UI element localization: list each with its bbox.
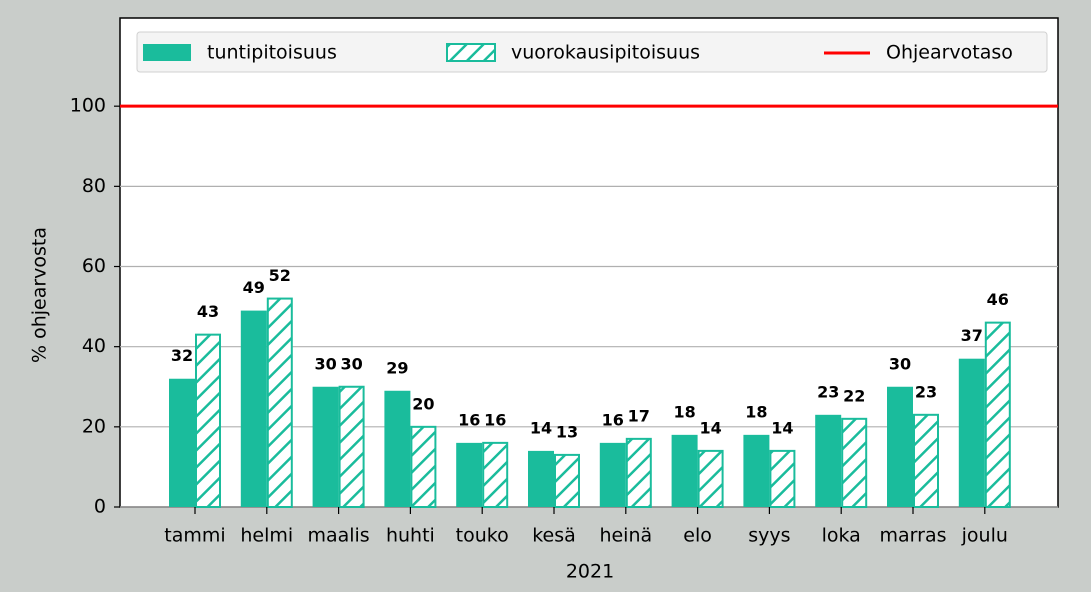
legend-box xyxy=(136,31,1048,73)
y-tick-label: 100 xyxy=(70,95,106,117)
bar xyxy=(410,425,437,508)
bar xyxy=(338,385,365,508)
x-tick-label: huhti xyxy=(386,525,435,547)
bar xyxy=(482,441,509,509)
value-label: 23 xyxy=(915,382,937,401)
bar xyxy=(697,449,724,509)
value-label: 30 xyxy=(889,354,911,373)
bar xyxy=(599,442,626,507)
bar xyxy=(913,413,939,508)
bar xyxy=(456,442,483,507)
value-label: 14 xyxy=(530,418,552,437)
y-tick-label: 20 xyxy=(82,415,106,437)
x-tick-label: touko xyxy=(456,525,509,547)
legend-label: Ohjearvotaso xyxy=(886,42,1013,64)
bar xyxy=(195,333,221,509)
bar xyxy=(528,450,554,507)
bar xyxy=(984,321,1011,508)
legend-swatch xyxy=(446,43,496,62)
bar xyxy=(743,434,770,507)
bar xyxy=(312,386,339,507)
value-label: 29 xyxy=(386,358,408,377)
y-tick-label: 80 xyxy=(82,175,106,197)
bar xyxy=(671,434,698,507)
x-tick-label: marras xyxy=(880,525,947,547)
y-tick-label: 60 xyxy=(82,255,106,277)
x-tick-label: kesä xyxy=(532,525,576,547)
y-tick-label: 40 xyxy=(82,335,106,357)
bar xyxy=(554,453,580,508)
value-label: 13 xyxy=(556,422,578,441)
x-tick-label: joulu xyxy=(961,525,1008,547)
value-label: 30 xyxy=(340,354,362,373)
x-tick-label: heinä xyxy=(599,525,652,547)
bar xyxy=(266,297,293,508)
x-axis-label: 2021 xyxy=(566,561,614,583)
y-axis-label: % ohjearvosta xyxy=(29,227,51,363)
x-tick-label: loka xyxy=(822,525,861,547)
value-label: 18 xyxy=(673,402,695,421)
value-label: 22 xyxy=(843,386,865,405)
bar xyxy=(625,437,652,508)
x-tick-label: elo xyxy=(683,525,712,547)
value-label: 14 xyxy=(699,418,721,437)
value-label: 14 xyxy=(771,418,793,437)
value-label: 17 xyxy=(628,406,650,425)
value-label: 52 xyxy=(269,266,291,285)
x-tick-label: maalis xyxy=(307,525,369,547)
value-label: 46 xyxy=(987,290,1009,309)
bar xyxy=(384,390,411,507)
legend-label: tuntipitoisuus xyxy=(207,42,337,64)
legend-label: vuorokausipitoisuus xyxy=(511,42,700,64)
x-tick-label: syys xyxy=(748,525,790,547)
value-label: 18 xyxy=(745,402,767,421)
bar xyxy=(841,417,868,508)
legend-swatch xyxy=(143,44,191,61)
value-label: 20 xyxy=(412,394,434,413)
bar xyxy=(169,378,195,507)
value-label: 30 xyxy=(314,354,336,373)
value-label: 37 xyxy=(961,326,983,345)
value-label: 32 xyxy=(171,346,193,365)
value-label: 16 xyxy=(602,410,624,429)
bar xyxy=(815,414,842,507)
y-tick-label: 0 xyxy=(94,496,106,518)
value-label: 23 xyxy=(817,382,839,401)
value-label: 43 xyxy=(197,302,219,321)
bar xyxy=(240,310,267,507)
bar xyxy=(769,449,796,509)
x-tick-label: helmi xyxy=(240,525,293,547)
value-label: 16 xyxy=(458,410,480,429)
x-tick-label: tammi xyxy=(164,525,225,547)
bar xyxy=(958,358,985,507)
bar xyxy=(887,386,913,507)
value-label: 49 xyxy=(243,278,265,297)
value-label: 16 xyxy=(484,410,506,429)
